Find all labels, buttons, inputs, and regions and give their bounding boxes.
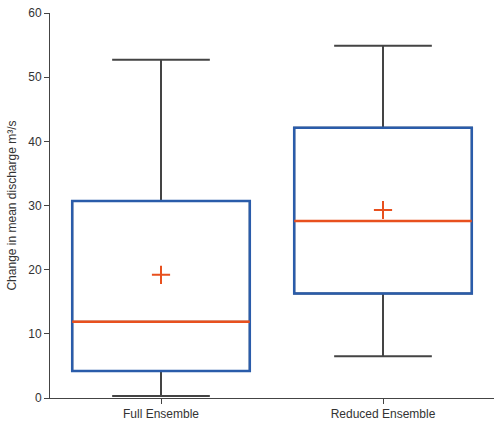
svg-text:20: 20: [28, 263, 42, 277]
svg-text:Full Ensemble: Full Ensemble: [123, 407, 199, 421]
svg-text:50: 50: [28, 70, 42, 84]
svg-text:30: 30: [28, 199, 42, 213]
svg-text:Change in mean discharge m³/s: Change in mean discharge m³/s: [5, 120, 19, 290]
svg-text:40: 40: [28, 135, 42, 149]
svg-text:60: 60: [28, 6, 42, 20]
svg-text:10: 10: [28, 327, 42, 341]
svg-text:0: 0: [35, 391, 42, 405]
svg-text:Reduced Ensemble: Reduced Ensemble: [331, 407, 436, 421]
